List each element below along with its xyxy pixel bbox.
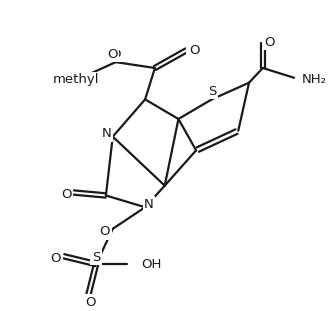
Text: O: O	[189, 44, 199, 57]
Text: methyl: methyl	[53, 73, 100, 86]
Text: O: O	[85, 296, 95, 309]
Text: N: N	[144, 198, 154, 211]
Text: O: O	[62, 188, 72, 201]
Text: S: S	[92, 251, 100, 264]
Text: NH₂: NH₂	[302, 73, 327, 86]
Text: S: S	[209, 85, 217, 98]
Text: O: O	[51, 252, 61, 265]
Text: O: O	[108, 48, 118, 61]
Text: OH: OH	[141, 258, 162, 271]
Text: O: O	[264, 36, 275, 49]
Text: O: O	[111, 48, 121, 61]
Text: N: N	[102, 127, 112, 140]
Text: O: O	[100, 225, 110, 238]
Text: O: O	[188, 44, 198, 57]
